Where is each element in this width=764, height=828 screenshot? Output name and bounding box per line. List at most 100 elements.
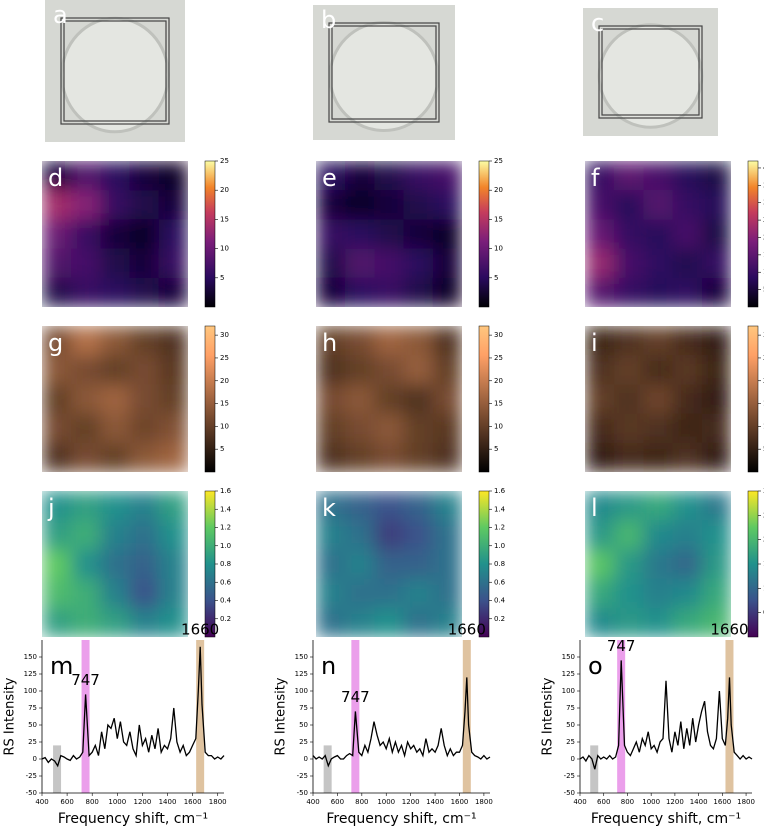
y-tick-label: 125 — [295, 670, 308, 678]
heatmap-cell — [316, 384, 346, 415]
heatmap-cell — [316, 277, 346, 307]
panel-letter: m — [50, 652, 73, 680]
heatmap-cell — [403, 190, 434, 220]
heatmap-cell — [100, 219, 131, 250]
x-tick-label: 1000 — [108, 798, 126, 806]
highlight-band — [617, 640, 626, 793]
heatmap-cell — [643, 219, 674, 250]
roi-box — [63, 20, 167, 122]
roi-box — [331, 25, 437, 120]
panel-letter: g — [48, 329, 63, 357]
colorbar-tick-label: 1.4 — [494, 505, 506, 513]
heatmap-cell — [585, 549, 615, 580]
spectrum-line — [579, 660, 753, 770]
heatmap-cell — [71, 413, 101, 444]
heatmap-cells — [585, 161, 731, 307]
heatmap-cell — [432, 413, 462, 444]
peak-annotation: 1660 — [710, 621, 748, 639]
spectrum-line — [41, 646, 225, 768]
x-tick-label: 600 — [331, 798, 344, 806]
heatmap-cell — [71, 355, 101, 385]
heatmap-cell — [701, 277, 731, 307]
heatmap-cell — [316, 413, 346, 444]
heatmap-cell — [158, 549, 188, 580]
heatmap-cell — [42, 219, 72, 250]
panel-letter: j — [47, 494, 55, 522]
colorbar-tick-label: 20 — [494, 186, 503, 194]
heatmap-cell — [432, 491, 462, 521]
y-tick-label: 50 — [28, 721, 37, 729]
heatmap-cell — [316, 355, 346, 385]
heatmap-cell — [614, 520, 644, 550]
heatmap-cell — [374, 549, 405, 580]
heatmap-cell — [42, 326, 72, 356]
heatmap-cell — [374, 413, 405, 444]
heatmap-cells — [42, 161, 188, 307]
heatmap-cell — [129, 607, 160, 637]
y-tick-label: -50 — [564, 789, 575, 797]
heatmap-cell — [701, 326, 731, 356]
heatmap-cells — [316, 161, 462, 307]
colorbar-tick-label: 30 — [494, 331, 503, 339]
heatmap-cells — [585, 326, 731, 472]
highlight-band — [725, 640, 734, 793]
heatmap-cell — [158, 161, 188, 191]
highlight-band — [81, 640, 90, 793]
heatmap-cell — [614, 607, 644, 637]
peak-annotation: 1660 — [448, 621, 486, 639]
heatmap-cell — [403, 413, 434, 444]
heatmap-cell — [672, 549, 703, 580]
x-tick-label: 1600 — [713, 798, 731, 806]
colorbar-tick-label: 0.6 — [494, 578, 506, 586]
heatmap-cells — [42, 326, 188, 472]
heatmap-cell — [100, 277, 131, 307]
heatmap-cell — [100, 326, 131, 356]
x-axis-label: Frequency shift, cm⁻¹ — [591, 811, 741, 827]
heatmap-cell — [345, 384, 375, 415]
heatmap-cell — [129, 520, 160, 550]
x-tick-label: 1800 — [475, 798, 493, 806]
peak-annotation: 747 — [341, 688, 370, 706]
heatmap-cell — [374, 277, 405, 307]
heatmap-cell — [158, 491, 188, 521]
panel-letter: i — [591, 329, 598, 357]
heatmap-cell — [129, 161, 160, 191]
heatmap-cell — [374, 442, 405, 472]
heatmap-cell — [129, 413, 160, 444]
colorbar-tick-label: 25 — [494, 157, 503, 165]
heatmap-cell — [403, 520, 434, 550]
heatmap-cell — [643, 549, 674, 580]
heatmap-cell — [158, 413, 188, 444]
heatmap-cell — [643, 248, 674, 279]
heatmap-cell — [701, 491, 731, 521]
x-tick-label: 800 — [86, 798, 99, 806]
heatmap-cell — [432, 442, 462, 472]
heatmap-cell — [71, 190, 101, 220]
heatmap-cell — [345, 520, 375, 550]
heatmap-cell — [100, 491, 131, 521]
heatmap-cell — [614, 355, 644, 385]
heatmap-cell — [374, 326, 405, 356]
colorbar-tick-label: 1.2 — [494, 524, 505, 532]
panel-letter: c — [591, 9, 604, 37]
colorbar-tick-label: 1.6 — [494, 487, 506, 495]
heatmap-cell — [316, 248, 346, 279]
heatmap-cell — [403, 384, 434, 415]
x-tick-label: 1400 — [159, 798, 177, 806]
heatmap-cell — [672, 355, 703, 385]
heatmap-cell — [316, 219, 346, 250]
heatmap-cell — [158, 384, 188, 415]
heatmap-cell — [71, 491, 101, 521]
heatmap-cell — [42, 277, 72, 307]
heatmap-cell — [100, 161, 131, 191]
heatmap-cell — [71, 578, 101, 609]
heatmap-cell — [345, 607, 375, 637]
panel-letter: b — [321, 6, 336, 34]
heatmap-cell — [701, 161, 731, 191]
heatmap-cell — [672, 578, 703, 609]
heatmap-cell — [71, 248, 101, 279]
heatmap-cell — [432, 248, 462, 279]
y-tick-label: -50 — [297, 789, 308, 797]
heatmap-cell — [374, 190, 405, 220]
